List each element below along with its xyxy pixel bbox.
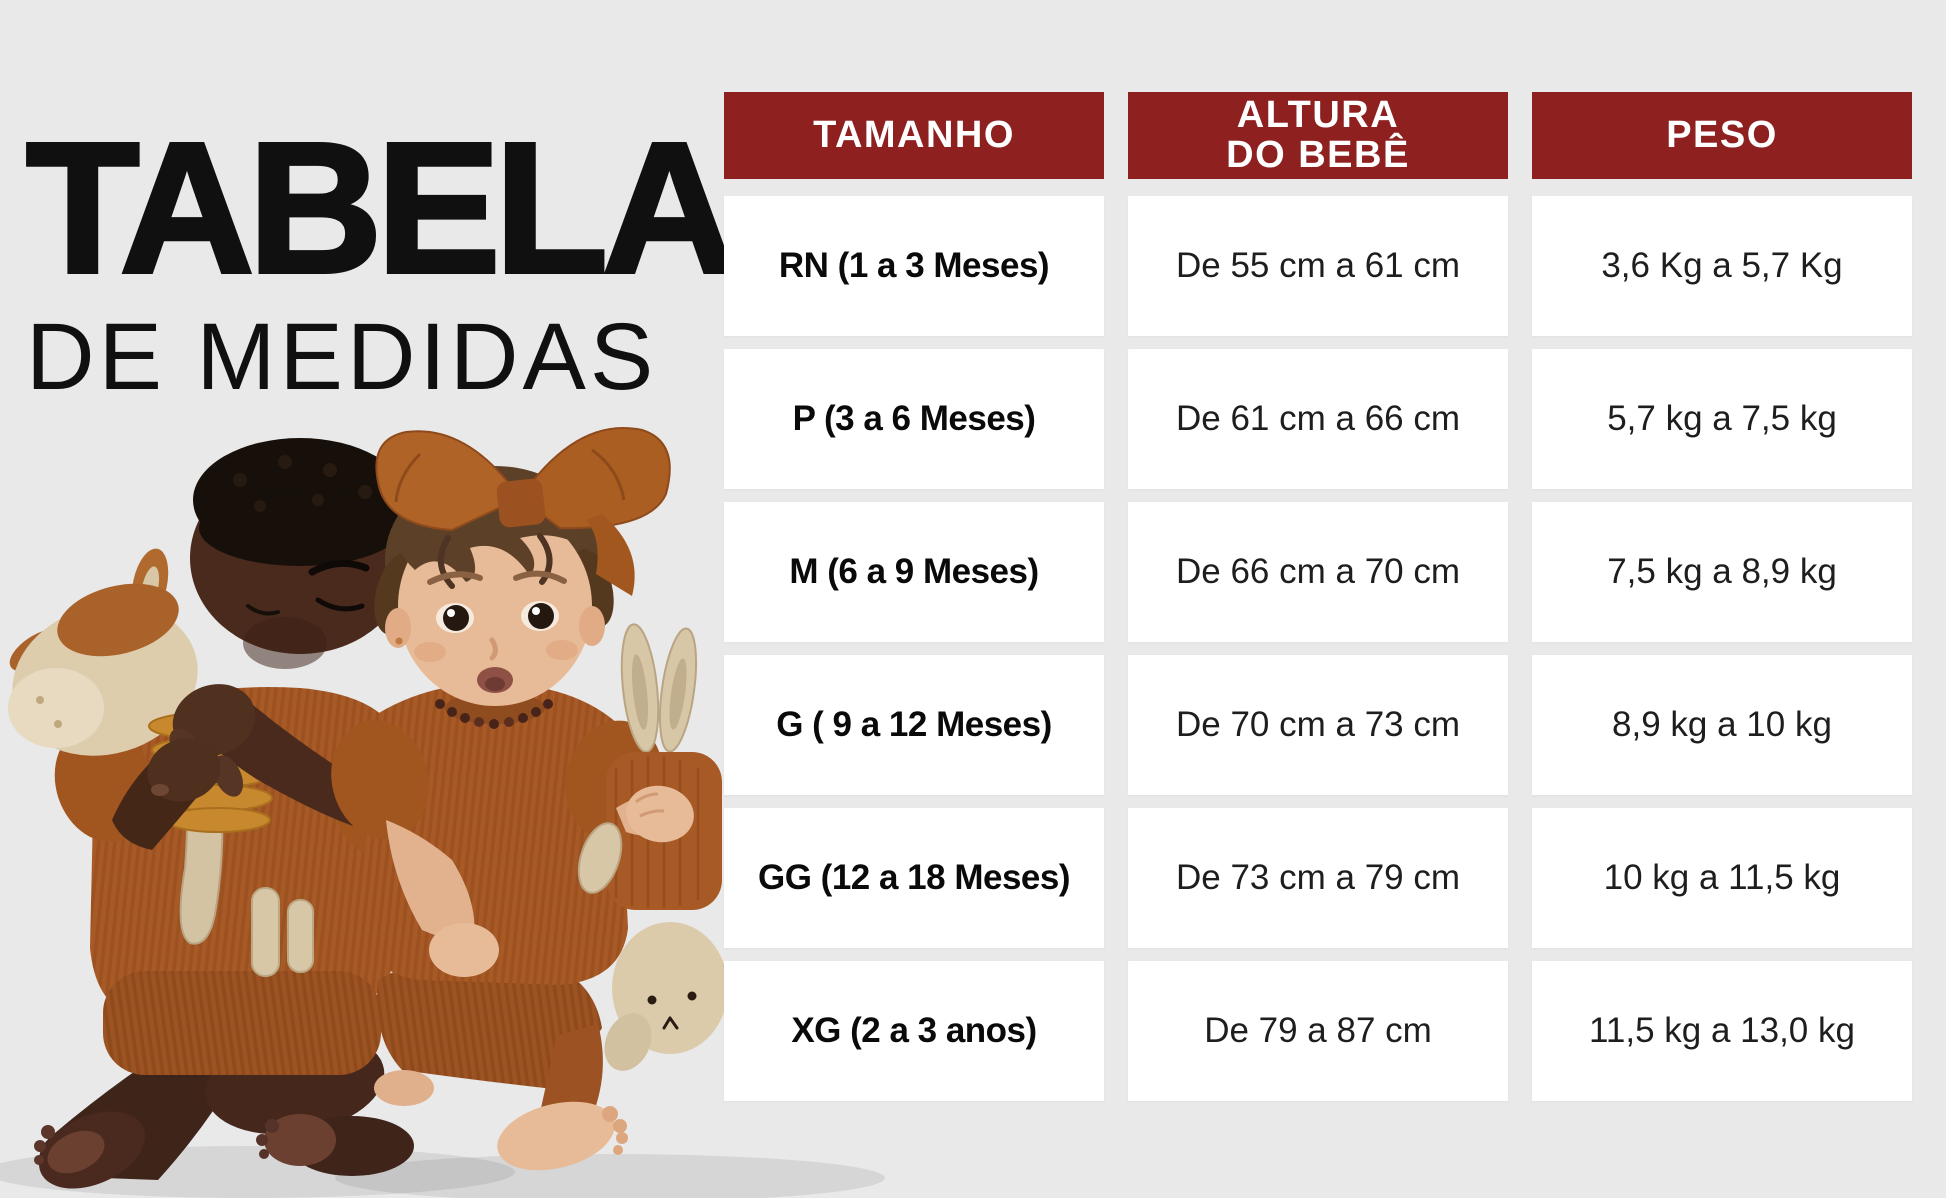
column-header-peso: PESO — [1532, 92, 1912, 179]
size-cell: GG (12 a 18 Meses) — [724, 808, 1104, 948]
height-cell: De 66 cm a 70 cm — [1128, 502, 1508, 642]
hair-bow — [375, 426, 671, 596]
page-subtitle: DE MEDIDAS — [26, 304, 658, 410]
floor-shadow — [335, 1154, 885, 1198]
column-header-altura-do-bebe: ALTURA DO BEBÊ — [1128, 92, 1508, 179]
height-cell: De 55 cm a 61 cm — [1128, 196, 1508, 336]
height-cell: De 61 cm a 66 cm — [1128, 349, 1508, 489]
size-cell: P (3 a 6 Meses) — [724, 349, 1104, 489]
weight-cell: 3,6 Kg a 5,7 Kg — [1532, 196, 1912, 336]
weight-cell: 8,9 kg a 10 kg — [1532, 655, 1912, 795]
height-cell: De 70 cm a 73 cm — [1128, 655, 1508, 795]
amber-necklace — [435, 699, 553, 729]
height-cell: De 73 cm a 79 cm — [1128, 808, 1508, 948]
height-cell: De 79 a 87 cm — [1128, 961, 1508, 1101]
size-cell: XG (2 a 3 anos) — [724, 961, 1104, 1101]
plush-bunny — [577, 623, 728, 1071]
weight-cell: 10 kg a 11,5 kg — [1532, 808, 1912, 948]
weight-cell: 11,5 kg a 13,0 kg — [1532, 961, 1912, 1101]
title-block: TABELA DE MEDIDAS — [24, 105, 738, 410]
table-body: RN (1 a 3 Meses) De 55 cm a 61 cm 3,6 Kg… — [724, 196, 1912, 1101]
size-cell: RN (1 a 3 Meses) — [724, 196, 1104, 336]
baby-girl-figure — [331, 426, 728, 1171]
size-cell: G ( 9 a 12 Meses) — [724, 655, 1104, 795]
weight-cell: 7,5 kg a 8,9 kg — [1532, 502, 1912, 642]
page-title: TABELA — [24, 105, 738, 312]
size-cell: M (6 a 9 Meses) — [724, 502, 1104, 642]
column-header-tamanho: TAMANHO — [724, 92, 1104, 179]
babies-photo — [0, 426, 885, 1198]
table-header-row: TAMANHO ALTURA DO BEBÊ PESO — [724, 92, 1912, 179]
weight-cell: 5,7 kg a 7,5 kg — [1532, 349, 1912, 489]
size-table: TAMANHO ALTURA DO BEBÊ PESO RN (1 a 3 Me… — [724, 92, 1912, 1101]
